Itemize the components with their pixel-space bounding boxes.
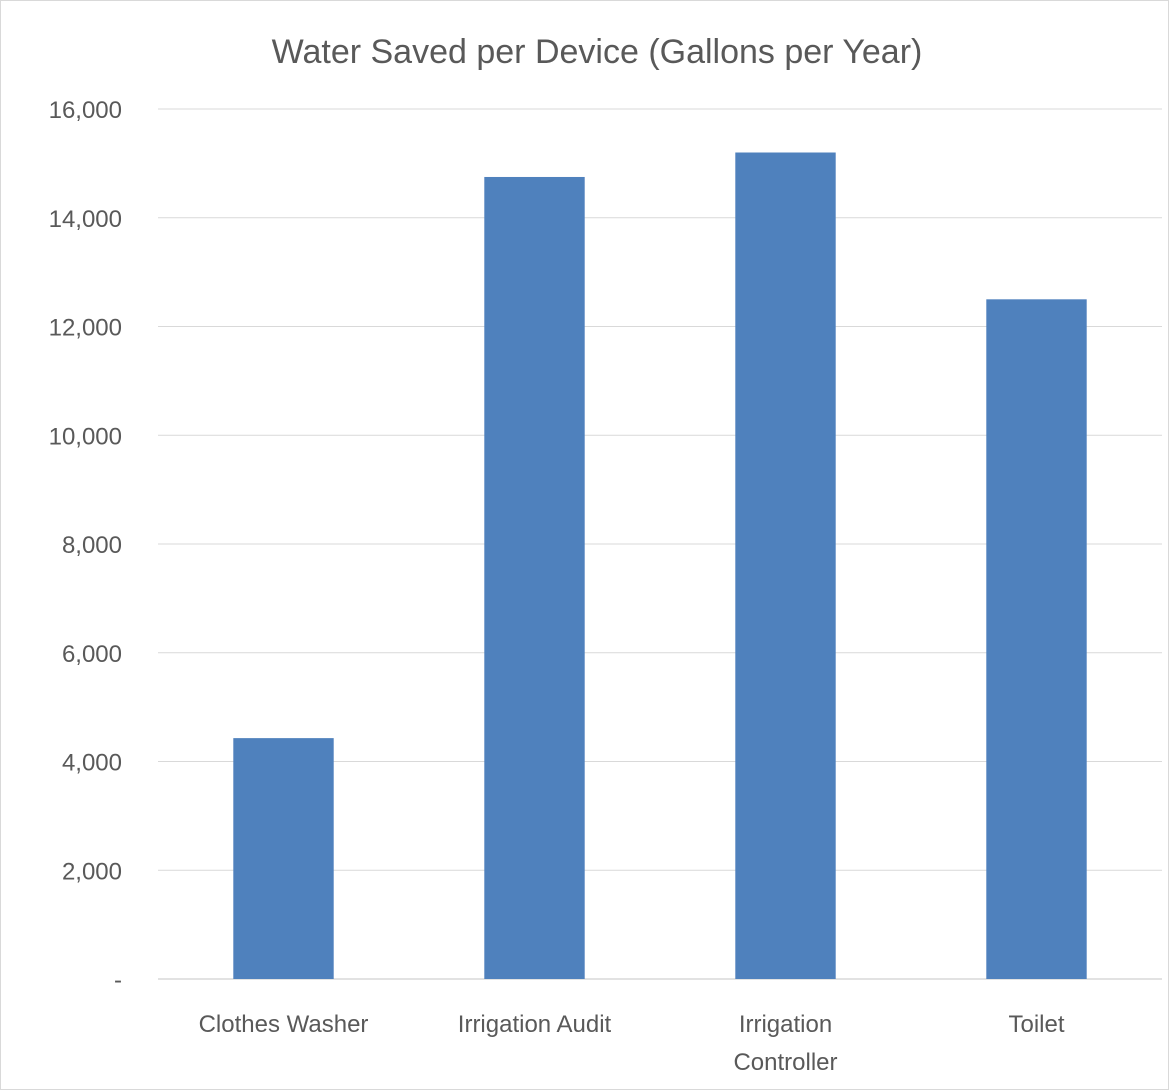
y-axis-ticks: - 2,000 4,000 6,000 8,000 10,000 12,000 14,000 1…: [49, 97, 122, 994]
y-tick-label: 4,000: [62, 750, 122, 777]
bars: [233, 152, 1087, 979]
y-tick-label: 16,000: [49, 97, 122, 124]
x-tick-label: Clothes Washer: [199, 1011, 369, 1038]
x-axis-ticks: Clothes Washer Irrigation Audit Irrigation…: [199, 1011, 1065, 1076]
bar: [986, 299, 1087, 979]
y-tick-label: 6,000: [62, 641, 122, 668]
y-tick-label: -: [114, 967, 122, 994]
y-tick-label: 10,000: [49, 423, 122, 450]
x-tick-label: Toilet: [1008, 1011, 1064, 1038]
chart-title: Water Saved per Device (Gallons per Year…: [272, 33, 923, 71]
y-tick-label: 12,000: [49, 315, 122, 342]
x-tick-label-line: Toilet: [1008, 1011, 1064, 1038]
bar: [233, 738, 334, 979]
x-tick-label-line: Irrigation Audit: [458, 1011, 612, 1038]
x-tick-label: Irrigation Audit: [458, 1011, 612, 1038]
y-tick-label: 8,000: [62, 532, 122, 559]
y-tick-label: 2,000: [62, 858, 122, 885]
x-tick-label: Irrigation Controller: [733, 1011, 837, 1076]
x-tick-label-line: Controller: [733, 1049, 837, 1076]
x-tick-label-line: Irrigation: [739, 1011, 832, 1038]
x-tick-label-line: Clothes Washer: [199, 1011, 369, 1038]
y-tick-label: 14,000: [49, 206, 122, 233]
bar: [484, 176, 585, 979]
bar: [735, 152, 836, 979]
